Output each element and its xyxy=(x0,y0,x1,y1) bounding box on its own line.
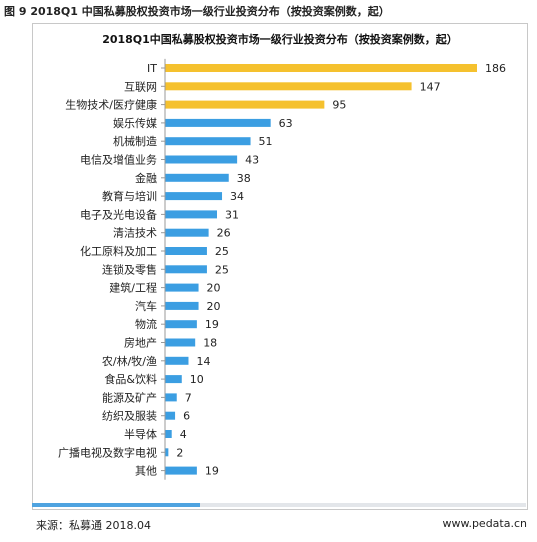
chart-title: 2018Q1中国私募股权投资市场一级行业投资分布（按投资案例数，起） xyxy=(102,33,458,46)
bar xyxy=(165,210,217,219)
value-label: 51 xyxy=(259,135,273,148)
category-label: 机械制造 xyxy=(113,134,157,148)
category-label: 生物技术/医疗健康 xyxy=(65,98,157,112)
bar xyxy=(165,82,412,91)
category-label: IT xyxy=(147,62,157,75)
category-label: 广播电视及数字电视 xyxy=(58,445,157,459)
value-label: 26 xyxy=(217,227,231,240)
category-label: 食品&饮料 xyxy=(104,372,157,386)
bar xyxy=(165,301,199,310)
website-link[interactable]: www.pedata.cn xyxy=(442,517,527,530)
bar xyxy=(165,393,177,402)
value-label: 38 xyxy=(237,172,251,185)
bar xyxy=(165,320,197,329)
value-label: 7 xyxy=(185,391,192,404)
bar xyxy=(165,173,229,182)
scroll-progress-fill xyxy=(32,503,200,507)
bar xyxy=(165,448,169,457)
bar xyxy=(165,265,207,274)
category-label: 其他 xyxy=(135,465,157,478)
bar xyxy=(165,100,325,109)
category-label: 金融 xyxy=(135,171,157,185)
value-label: 20 xyxy=(207,282,221,295)
bar xyxy=(165,155,238,164)
category-label: 半导体 xyxy=(124,427,157,441)
category-label: 化工原料及加工 xyxy=(80,244,157,258)
category-label: 能源及矿产 xyxy=(102,390,157,404)
value-label: 2 xyxy=(176,446,183,459)
category-label: 电子及光电设备 xyxy=(80,207,157,221)
category-label: 房地产 xyxy=(124,336,157,350)
category-label: 汽车 xyxy=(135,299,157,313)
value-label: 95 xyxy=(332,99,346,112)
bar xyxy=(165,137,251,146)
value-label: 25 xyxy=(215,245,229,258)
source-note: 来源：私募通 2018.04 xyxy=(36,519,151,532)
value-label: 25 xyxy=(215,263,229,276)
value-label: 186 xyxy=(485,62,506,75)
value-label: 6 xyxy=(183,410,190,423)
category-label: 互联网 xyxy=(124,80,157,93)
category-label: 连锁及零售 xyxy=(102,262,157,276)
category-label: 农/林/牧/渔 xyxy=(102,354,157,368)
value-label: 31 xyxy=(225,208,239,221)
category-label: 教育与培训 xyxy=(102,189,157,203)
bar xyxy=(165,118,271,127)
chart-frame: 2018Q1中国私募股权投资市场一级行业投资分布（按投资案例数，起） IT 186… xyxy=(32,23,528,510)
bar xyxy=(165,283,199,292)
value-label: 4 xyxy=(180,428,187,441)
value-label: 63 xyxy=(279,117,293,130)
value-label: 34 xyxy=(230,190,244,203)
value-label: 147 xyxy=(420,80,441,93)
value-label: 18 xyxy=(203,337,217,350)
bar xyxy=(165,228,209,237)
value-label: 20 xyxy=(207,300,221,313)
bar xyxy=(165,411,176,420)
category-label: 娱乐传媒 xyxy=(113,116,157,130)
category-label: 物流 xyxy=(135,317,157,331)
value-label: 43 xyxy=(245,154,259,167)
value-label: 14 xyxy=(196,355,210,368)
category-label: 建筑/工程 xyxy=(109,281,157,295)
bar xyxy=(165,466,197,475)
value-label: 19 xyxy=(205,465,219,478)
value-label: 10 xyxy=(190,373,204,386)
bar xyxy=(165,338,196,347)
bar xyxy=(165,375,182,384)
category-label: 电信及增值业务 xyxy=(80,153,157,167)
bar xyxy=(165,64,477,72)
figure-caption: 图 9 2018Q1 中国私募股权投资市场一级行业投资分布（按投资案例数，起） xyxy=(4,5,390,18)
scroll-progress-bar[interactable] xyxy=(32,503,526,507)
category-label: 纺织及服装 xyxy=(102,409,157,423)
bar xyxy=(165,192,223,201)
bar xyxy=(165,247,207,255)
bar xyxy=(165,356,189,365)
value-label: 19 xyxy=(205,318,219,331)
bar xyxy=(165,430,172,438)
category-label: 清洁技术 xyxy=(113,227,157,240)
